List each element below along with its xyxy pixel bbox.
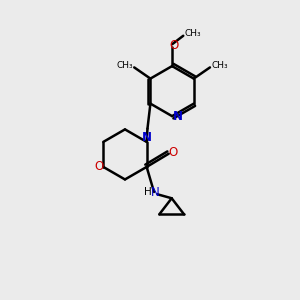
Text: CH₃: CH₃ bbox=[184, 29, 201, 38]
Text: O: O bbox=[169, 39, 178, 52]
Text: H: H bbox=[144, 187, 152, 197]
Text: O: O bbox=[168, 146, 177, 159]
Text: CH₃: CH₃ bbox=[116, 61, 133, 70]
Text: CH₃: CH₃ bbox=[212, 61, 228, 70]
Text: N: N bbox=[142, 131, 152, 144]
Text: N: N bbox=[151, 186, 160, 199]
Text: N: N bbox=[172, 110, 182, 123]
Text: O: O bbox=[94, 160, 104, 173]
